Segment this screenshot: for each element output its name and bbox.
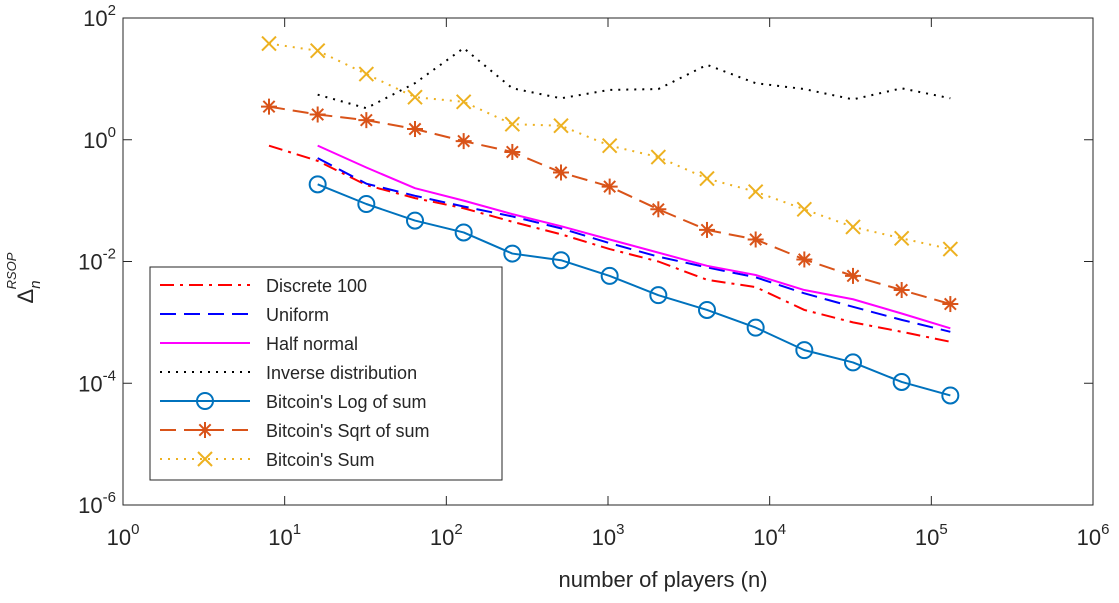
x-tick-label: 101 — [268, 521, 301, 550]
series-marker-asterisk — [358, 112, 375, 129]
series-marker-asterisk — [552, 164, 569, 181]
legend: Discrete 100 Uniform Half normal Inverse di… — [149, 266, 503, 481]
legend-label: Inverse distribution — [266, 363, 417, 383]
series-marker-asterisk — [260, 98, 277, 115]
series-bitcoin-s-sum — [261, 35, 959, 257]
legend-label: Uniform — [266, 305, 329, 325]
series-marker-asterisk — [197, 422, 213, 438]
y-tick-label: 10-2 — [78, 246, 116, 275]
x-tick-label: 104 — [753, 521, 786, 550]
series-marker-circle — [405, 211, 424, 230]
y-axis-title: Δn RSOP — [4, 252, 44, 303]
series-marker-asterisk — [747, 231, 764, 248]
series-marker-circle — [795, 341, 814, 360]
series-marker-circle — [551, 251, 570, 270]
svg-text:ΔnRSOP: Δn RSOP — [4, 252, 44, 303]
series-marker-asterisk — [309, 106, 326, 123]
series-marker-circle — [357, 195, 376, 214]
series-marker-circle — [746, 318, 765, 337]
legend-label: Half normal — [266, 334, 358, 354]
legend-item: Inverse distribution — [160, 363, 417, 383]
series-marker-circle — [196, 392, 214, 410]
legend-item: Discrete 100 — [160, 276, 367, 296]
series-marker-cross — [893, 230, 910, 247]
series-marker-asterisk — [893, 282, 910, 299]
y-tick-label: 100 — [83, 124, 116, 153]
y-axis-ticks: 10-6 10-4 10-2 100 102 — [78, 2, 1093, 518]
x-axis-ticks: 100 101 102 103 104 105 106 — [107, 18, 1110, 550]
series-marker-circle — [697, 300, 716, 319]
series-marker-circle — [308, 175, 327, 194]
series-marker-cross — [197, 451, 213, 467]
x-tick-label: 106 — [1077, 521, 1110, 550]
y-axis-title-subscript: n — [27, 280, 44, 288]
series-marker-asterisk — [942, 296, 959, 313]
series-line — [268, 144, 951, 343]
legend-box — [149, 266, 503, 481]
legend-label: Discrete 100 — [266, 276, 367, 296]
series-marker-circle — [892, 372, 911, 391]
series-bitcoin-s-sqrt-of-sum — [260, 98, 959, 313]
series-marker-cross — [358, 66, 375, 82]
y-axis-title-superscript: RSOP — [4, 252, 19, 289]
series-marker-circle — [843, 353, 862, 372]
series-marker-cross — [407, 89, 423, 105]
series-marker-cross — [455, 94, 472, 110]
series-marker-cross — [553, 118, 569, 134]
y-tick-label: 10-4 — [78, 367, 116, 396]
series-marker-circle — [941, 386, 960, 405]
legend-label: Bitcoin's Sum — [266, 450, 374, 470]
legend-label: Bitcoin's Sqrt of sum — [266, 421, 430, 441]
series-marker-asterisk — [698, 221, 715, 238]
series-marker-circle — [600, 266, 619, 285]
series-marker-circle — [454, 223, 473, 242]
series-marker-asterisk — [844, 267, 861, 284]
y-tick-label: 10-6 — [78, 489, 116, 518]
series-marker-circle — [649, 286, 668, 305]
legend-label: Bitcoin's Log of sum — [266, 392, 427, 412]
series-marker-cross — [747, 184, 764, 200]
legend-item: Half normal — [160, 334, 358, 354]
y-axis-title-base: Δ — [13, 288, 38, 303]
series-layer — [260, 35, 960, 405]
series-marker-asterisk — [650, 201, 667, 218]
x-tick-label: 100 — [107, 521, 140, 550]
series-marker-cross — [601, 137, 618, 154]
series-marker-cross — [261, 35, 277, 52]
series-bitcoin-s-log-of-sum — [308, 175, 960, 405]
x-tick-label: 103 — [592, 521, 625, 550]
series-marker-cross — [504, 116, 521, 132]
series-marker-asterisk — [455, 133, 472, 150]
series-marker-asterisk — [796, 251, 813, 268]
series-marker-cross — [796, 201, 813, 218]
series-line — [317, 144, 951, 330]
legend-item: Uniform — [160, 305, 329, 325]
series-marker-circle — [503, 244, 522, 263]
legend-item: Bitcoin's Log of sum — [160, 392, 427, 412]
series-marker-cross — [699, 170, 715, 187]
x-axis-title: number of players (n) — [558, 567, 767, 592]
series-marker-cross — [650, 149, 667, 165]
series-half-normal — [317, 144, 951, 330]
series-discrete-100 — [268, 144, 951, 343]
y-tick-label: 102 — [83, 2, 116, 31]
series-marker-asterisk — [504, 143, 521, 160]
x-tick-label: 105 — [915, 521, 948, 550]
series-marker-asterisk — [601, 178, 618, 195]
legend-item: Bitcoin's Sqrt of sum — [160, 421, 430, 441]
series-marker-cross — [942, 241, 959, 257]
legend-item: Bitcoin's Sum — [160, 450, 374, 470]
series-marker-cross — [309, 43, 326, 59]
x-tick-label: 102 — [430, 521, 463, 550]
series-marker-cross — [845, 219, 861, 235]
series-marker-asterisk — [406, 121, 423, 138]
